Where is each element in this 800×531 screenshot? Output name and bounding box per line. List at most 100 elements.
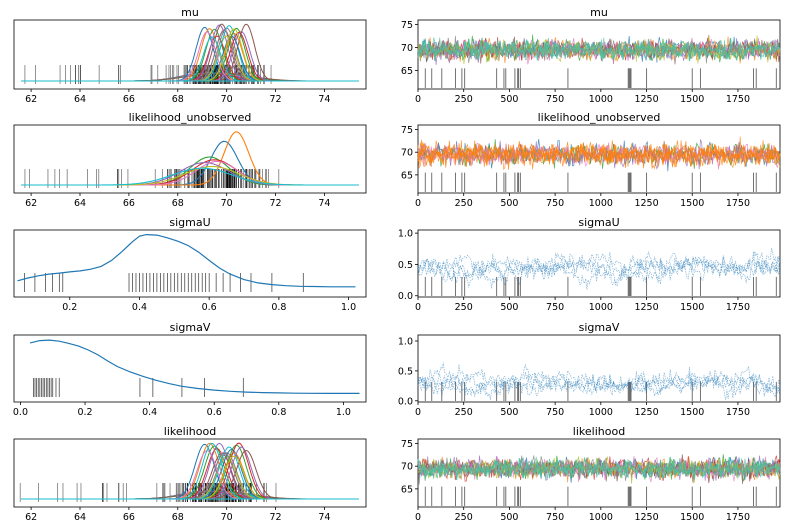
x-tick-label: 1500 — [680, 302, 704, 313]
trace-panel-sigmaU: sigmaU 0 250 500 750 1000 1250 1500 1750 0.0 0.5 1.… — [398, 216, 781, 313]
y-tick-label: 75 — [401, 20, 413, 31]
x-tick-label: 1750 — [726, 94, 750, 105]
trace-line — [417, 247, 781, 288]
density-line — [21, 160, 359, 186]
x-tick-label: 0 — [415, 302, 421, 313]
trace-line — [417, 363, 781, 401]
x-tick-label: 68 — [172, 512, 184, 523]
x-tick-label: 70 — [221, 198, 233, 209]
density-line — [21, 131, 359, 186]
y-tick-label: 65 — [401, 484, 413, 495]
x-tick-label: 0.4 — [142, 407, 157, 418]
x-tick-label: 70 — [221, 512, 233, 523]
axes-frame — [13, 229, 367, 298]
x-tick-label: 0.2 — [62, 302, 77, 313]
x-tick-label: 1750 — [726, 302, 750, 313]
x-tick-label: 1500 — [680, 407, 704, 418]
y-tick-label: 1.0 — [398, 336, 413, 347]
trace-panel-likelihood_unobserved: likelihood_unobserved 0 250 500 750 1000 1250 1… — [401, 111, 781, 209]
trace-line — [417, 38, 781, 62]
x-tick-label: 250 — [455, 512, 473, 523]
x-tick-label: 750 — [546, 94, 564, 105]
density-panel-likelihood_unobserved: likelihood_unobserved 62 64 66 68 70 72 74 — [13, 111, 367, 209]
x-tick-label: 1250 — [634, 94, 658, 105]
x-tick-label: 1750 — [726, 198, 750, 209]
x-tick-label: 1000 — [589, 407, 613, 418]
density-panel-mu: mu 62 64 66 68 70 72 74 — [13, 6, 367, 105]
density-panel-sigmaU: sigmaU 0.2 0.4 0.6 0.8 1.0 — [13, 216, 367, 313]
x-tick-label: 72 — [270, 94, 282, 105]
x-tick-label: 500 — [500, 407, 518, 418]
x-tick-label: 66 — [123, 198, 135, 209]
x-tick-label: 1750 — [726, 512, 750, 523]
trace-panel-mu: mu 0 250 500 750 1000 1250 1500 1750 65 70 75 — [401, 6, 781, 105]
x-tick-label: 70 — [221, 94, 233, 105]
x-tick-label: 0.8 — [271, 302, 286, 313]
panel-title: sigmaU — [578, 216, 619, 229]
trace-line — [417, 140, 781, 170]
density-panel-sigmaV: sigmaV 0.0 0.2 0.4 0.6 0.8 1.0 — [13, 321, 367, 418]
x-tick-label: 1250 — [634, 407, 658, 418]
x-tick-label: 66 — [123, 94, 135, 105]
x-tick-label: 500 — [500, 302, 518, 313]
x-tick-label: 250 — [455, 94, 473, 105]
x-tick-label: 0 — [415, 198, 421, 209]
x-tick-label: 250 — [455, 407, 473, 418]
x-tick-label: 68 — [172, 198, 184, 209]
x-tick-label: 500 — [500, 198, 518, 209]
panel-title: mu — [590, 6, 608, 19]
x-tick-label: 0.2 — [77, 407, 92, 418]
panel-title: likelihood — [573, 425, 625, 438]
y-tick-label: 1.0 — [398, 229, 413, 240]
x-tick-label: 74 — [318, 512, 330, 523]
y-tick-label: 75 — [401, 125, 413, 136]
x-tick-label: 72 — [270, 512, 282, 523]
density-line — [21, 162, 359, 186]
x-tick-label: 1500 — [680, 94, 704, 105]
density-line — [21, 31, 359, 82]
trace-panel-likelihood: likelihood 0 250 500 750 1000 1250 1500 1750 65 70… — [401, 425, 781, 523]
x-tick-label: 500 — [500, 512, 518, 523]
x-tick-label: 62 — [25, 198, 37, 209]
x-tick-label: 64 — [74, 198, 86, 209]
axes-frame — [417, 229, 781, 298]
density-line — [29, 339, 360, 394]
x-tick-label: 72 — [270, 198, 282, 209]
density-line — [21, 140, 359, 186]
panel-title: likelihood_unobserved — [129, 111, 252, 124]
trace-panel-sigmaV: sigmaV 0 250 500 750 1000 1250 1500 1750 0.0 0.5 1.… — [398, 321, 781, 418]
x-tick-label: 1.0 — [341, 302, 356, 313]
density-line — [21, 442, 359, 500]
x-tick-label: 64 — [74, 512, 86, 523]
x-tick-label: 0.8 — [271, 407, 286, 418]
axes-frame — [13, 124, 367, 194]
y-tick-label: 0.0 — [398, 291, 413, 302]
x-tick-label: 1500 — [680, 198, 704, 209]
trace-line — [417, 454, 781, 482]
x-tick-label: 0 — [415, 512, 421, 523]
trace-line — [417, 456, 781, 481]
x-tick-label: 0.6 — [202, 302, 217, 313]
x-tick-label: 500 — [500, 94, 518, 105]
panel-title: likelihood_unobserved — [538, 111, 661, 124]
trace-line — [417, 364, 781, 400]
x-tick-label: 1000 — [589, 94, 613, 105]
x-tick-label: 1250 — [634, 512, 658, 523]
y-tick-label: 65 — [401, 170, 413, 181]
x-tick-label: 62 — [25, 94, 37, 105]
x-tick-label: 1250 — [634, 302, 658, 313]
axes-frame — [417, 124, 781, 194]
y-tick-label: 0.0 — [398, 396, 413, 407]
axes-frame — [13, 19, 367, 90]
x-tick-label: 1250 — [634, 198, 658, 209]
x-tick-label: 1500 — [680, 512, 704, 523]
density-panel-likelihood: likelihood 62 64 66 68 70 72 74 — [13, 425, 367, 523]
axes-frame — [13, 438, 367, 508]
x-tick-label: 0.6 — [207, 407, 222, 418]
x-tick-label: 0 — [415, 94, 421, 105]
y-tick-label: 70 — [401, 462, 413, 473]
x-tick-label: 1750 — [726, 407, 750, 418]
x-tick-label: 250 — [455, 198, 473, 209]
trace-line — [417, 251, 781, 287]
y-tick-label: 70 — [401, 43, 413, 54]
